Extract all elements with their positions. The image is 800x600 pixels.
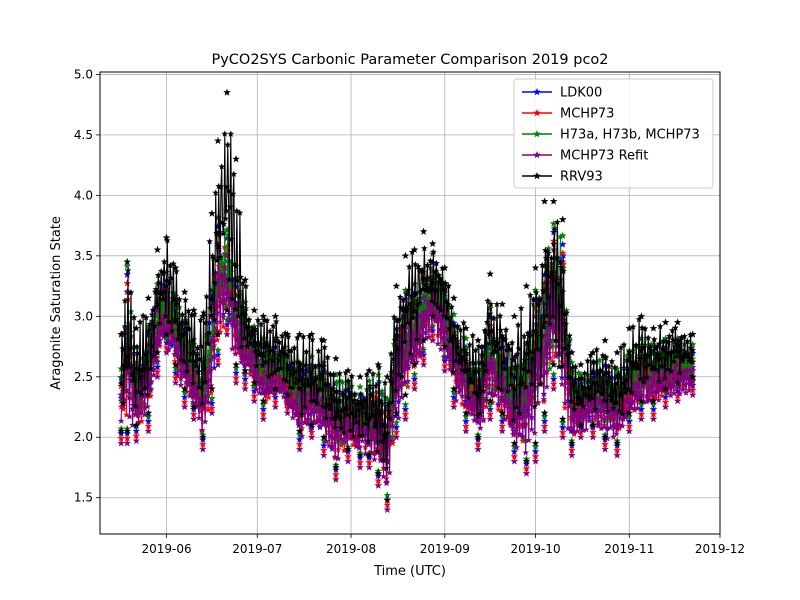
- x-tick-label: 2019-07: [232, 542, 282, 556]
- legend-item: MCHP73 Refit: [522, 149, 648, 164]
- legend-label: MCHP73: [560, 107, 614, 122]
- x-tick-label: 2019-11: [604, 542, 654, 556]
- y-tick-label: 1.5: [74, 491, 93, 505]
- plot-area: [117, 88, 697, 514]
- x-tick-label: 2019-06: [141, 542, 191, 556]
- y-tick-label: 2.5: [74, 370, 93, 384]
- y-tick-label: 3.0: [74, 309, 93, 323]
- x-tick-label: 2019-10: [510, 542, 560, 556]
- series-rrv93: [117, 88, 697, 504]
- x-tick-label: 2019-08: [326, 542, 376, 556]
- legend-swatch-marker: [533, 88, 541, 96]
- y-tick-label: 4.5: [74, 128, 93, 142]
- x-axis-label: Time (UTC): [373, 564, 446, 579]
- y-tick-label: 2.0: [74, 430, 93, 444]
- x-tick-label: 2019-09: [420, 542, 470, 556]
- legend-item: H73a, H73b, MCHP73: [522, 128, 700, 143]
- y-tick-label: 4.0: [74, 188, 93, 202]
- legend-swatch-marker: [533, 172, 541, 180]
- y-axis-label: Aragonite Saturation State: [49, 216, 64, 390]
- y-tick-label: 3.5: [74, 249, 93, 263]
- x-axis: 2019-06 2019-07 2019-08 2019-09 2019-10 2019-…: [141, 534, 745, 556]
- legend-swatch-marker: [533, 109, 541, 117]
- legend-swatch-marker: [533, 151, 541, 159]
- y-axis: 1.5 2.0 2.5 3.0 3.5 4.0 4.5 5.0: [74, 67, 100, 505]
- legend-label: RRV93: [560, 170, 603, 185]
- series-markers: [117, 88, 697, 504]
- plot-frame: [99, 71, 721, 535]
- legend-box: [513, 78, 714, 189]
- legend-label: MCHP73 Refit: [560, 149, 648, 164]
- legend-label: H73a, H73b, MCHP73: [560, 128, 700, 143]
- legend-swatch-marker: [533, 130, 541, 138]
- x-tick-label: 2019-12: [695, 542, 745, 556]
- legend-item: MCHP73: [522, 107, 614, 122]
- legend-label: LDK00: [560, 86, 602, 101]
- y-tick-label: 5.0: [74, 67, 93, 81]
- legend-item: LDK00: [522, 86, 602, 101]
- chart-title: PyCO2SYS Carbonic Parameter Comparison 2…: [211, 52, 608, 68]
- legend: LDK00 MCHP73 H73a, H73b, MCHP73 MCHP73 Refi…: [513, 78, 714, 189]
- legend-item: RRV93: [522, 170, 603, 185]
